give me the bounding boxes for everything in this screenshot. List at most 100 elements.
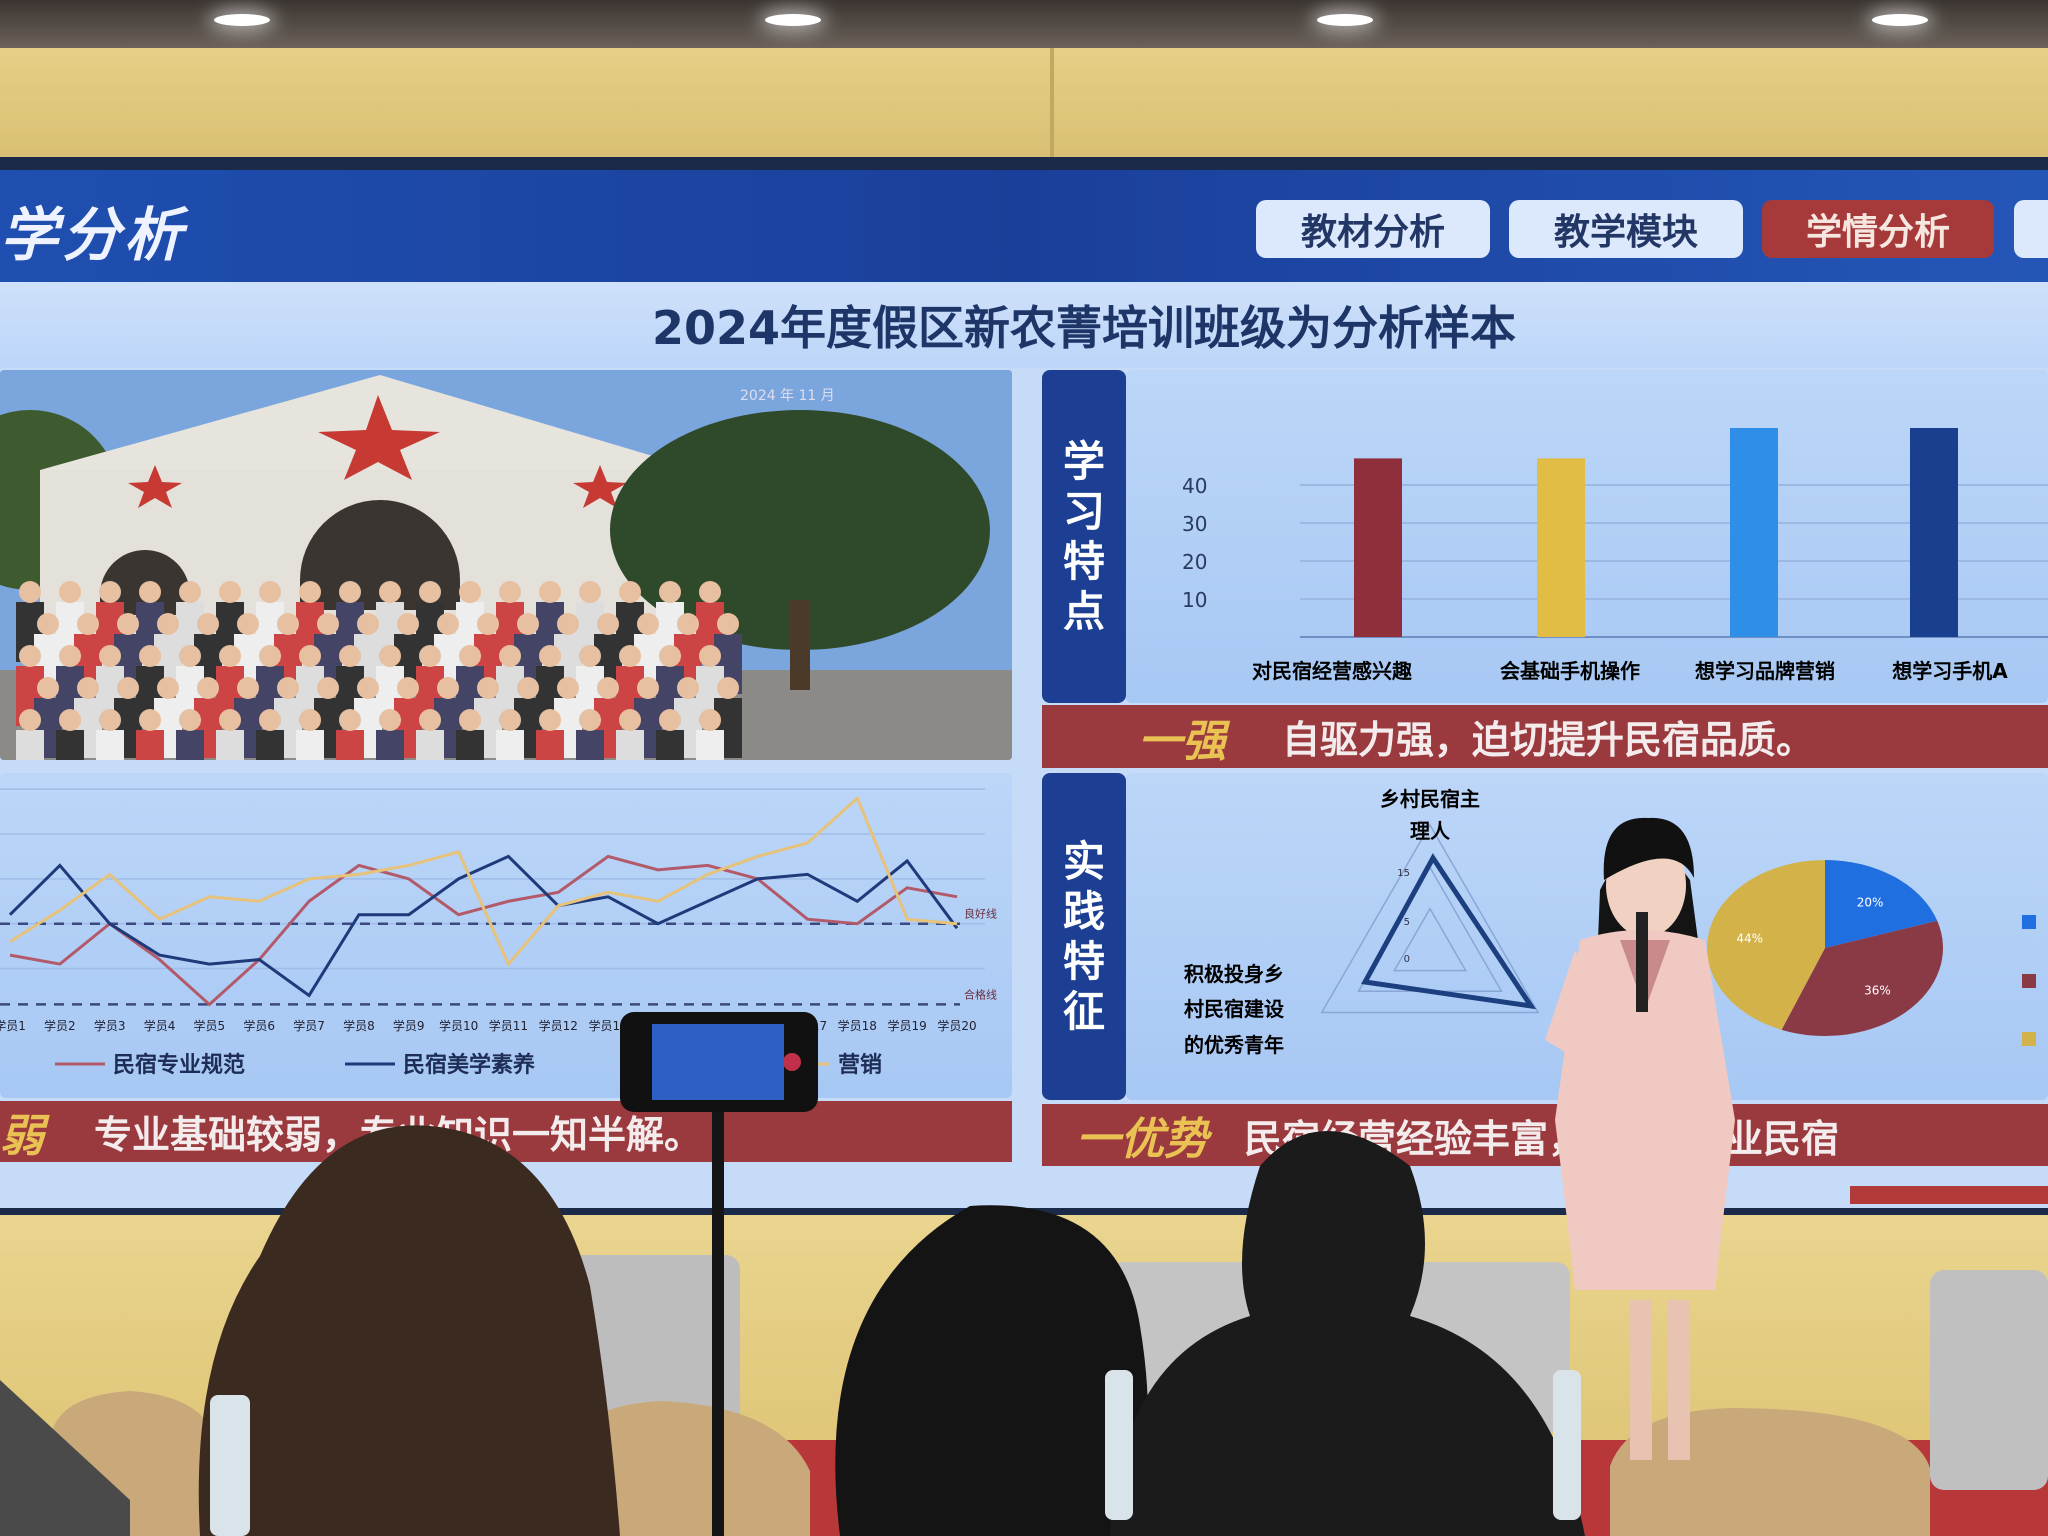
person-head: [37, 613, 59, 635]
ceiling-light: [1872, 14, 1928, 26]
radar-tick: 0: [1404, 954, 1410, 965]
label-char: 征: [1062, 986, 1105, 1036]
person-head: [357, 613, 379, 635]
photo-caption: 2024 年 11 月: [740, 388, 835, 404]
person-head: [419, 581, 441, 603]
person-head: [517, 677, 539, 699]
speaker: [1545, 817, 1735, 1460]
person-head: [19, 709, 41, 731]
person-head: [659, 709, 681, 731]
person-body: [616, 730, 644, 760]
person-head: [659, 645, 681, 667]
person-body: [96, 730, 124, 760]
radar-top-label: 理人: [1410, 819, 1451, 843]
person-head: [299, 645, 321, 667]
label-char: 习: [1062, 486, 1105, 536]
person-body: [576, 730, 604, 760]
person-head: [579, 645, 601, 667]
person-head: [499, 709, 521, 731]
person-head: [459, 709, 481, 731]
person-body: [176, 730, 204, 760]
person-head: [157, 677, 179, 699]
pie-label: 44%: [1736, 931, 1763, 945]
practice-traits-label: 实 践 特 征: [1042, 773, 1126, 1100]
pie-label: 36%: [1864, 984, 1891, 998]
x-tick-label: 学员12: [539, 1018, 578, 1033]
ceiling: [0, 0, 2048, 48]
person-head: [139, 581, 161, 603]
x-tick-label: 学员5: [194, 1018, 226, 1033]
x-tick-label: 学员3: [94, 1018, 126, 1033]
tab-learner-analysis[interactable]: 学情分析: [1762, 200, 1994, 258]
person-head: [379, 645, 401, 667]
person-head: [299, 581, 321, 603]
radar-grid: [1392, 907, 1468, 972]
person-head: [19, 581, 41, 603]
person-body: [56, 730, 84, 760]
audience-member-head: [835, 1205, 1148, 1536]
x-tick-label: 学员19: [888, 1018, 927, 1033]
radar-series: [1361, 853, 1537, 1010]
person-head: [499, 645, 521, 667]
person-head: [219, 645, 241, 667]
person-head: [539, 709, 561, 731]
bar: [1537, 458, 1585, 637]
audience-member: [1110, 1131, 1585, 1536]
y-tick-label: 10: [1182, 588, 1207, 612]
label-char: 实: [1062, 836, 1105, 886]
x-tick-label: 学员7: [293, 1018, 325, 1033]
category-label: 想学习品牌营销: [1695, 659, 1835, 683]
radar-left-label: 积极投身乡: [1184, 962, 1284, 986]
record-button-icon: [783, 1053, 801, 1071]
person-head: [477, 677, 499, 699]
x-tick-label: 学员13: [588, 1018, 627, 1033]
y-tick-label: 30: [1182, 512, 1207, 536]
pie-label: 20%: [1857, 896, 1884, 910]
tab-materials[interactable]: 教材分析: [1256, 200, 1490, 258]
person-head: [99, 581, 121, 603]
y-tick-label: 40: [1182, 474, 1207, 498]
person-head: [277, 677, 299, 699]
person-head: [117, 677, 139, 699]
person-head: [459, 581, 481, 603]
series-line: [9, 795, 958, 967]
person-head: [339, 645, 361, 667]
class-group-photo: 2024 年 11 月: [0, 370, 1012, 760]
pie-slice: [1781, 920, 1943, 1036]
advantage-band: 一优势 民宿经营经验丰富，蜕变“专业民宿: [1042, 1104, 2048, 1166]
person-head: [59, 709, 81, 731]
radar-top-label: 乡村民宿主: [1380, 787, 1480, 811]
bar-chart: 10 20 30 40 对民宿经营感兴趣 会基础手机操作 想学习品牌营销 想学习手机A: [1182, 428, 2048, 683]
screen-accent-bar: [1850, 1186, 2048, 1204]
chair: [1930, 1270, 2048, 1490]
wall-seam: [1050, 48, 1054, 160]
person-head: [517, 613, 539, 635]
person-head: [277, 613, 299, 635]
person-body: [696, 730, 724, 760]
person-head: [59, 581, 81, 603]
pie-slice: [1825, 860, 1938, 948]
person-body: [256, 730, 284, 760]
person-head: [419, 645, 441, 667]
microphone: [1636, 912, 1648, 1012]
person-head: [677, 677, 699, 699]
tab-modules[interactable]: 教学模块: [1509, 200, 1743, 258]
radar-grid: [1320, 823, 1540, 1014]
person-head: [477, 613, 499, 635]
band-tag: 一优势: [1076, 1114, 1208, 1165]
person-head: [357, 677, 379, 699]
bar: [1354, 458, 1402, 637]
person-head: [317, 613, 339, 635]
legend-swatch: [2022, 1032, 2036, 1046]
person-head: [539, 645, 561, 667]
legend-label: 营销: [838, 1053, 882, 1078]
crowd: [16, 581, 742, 760]
person-head: [179, 709, 201, 731]
reference-line-label: 良好线: [964, 907, 997, 921]
tab-cutoff[interactable]: [2014, 200, 2048, 258]
person-head: [219, 581, 241, 603]
bar: [1730, 428, 1778, 637]
person-head: [77, 677, 99, 699]
phone-screen: [652, 1024, 784, 1100]
